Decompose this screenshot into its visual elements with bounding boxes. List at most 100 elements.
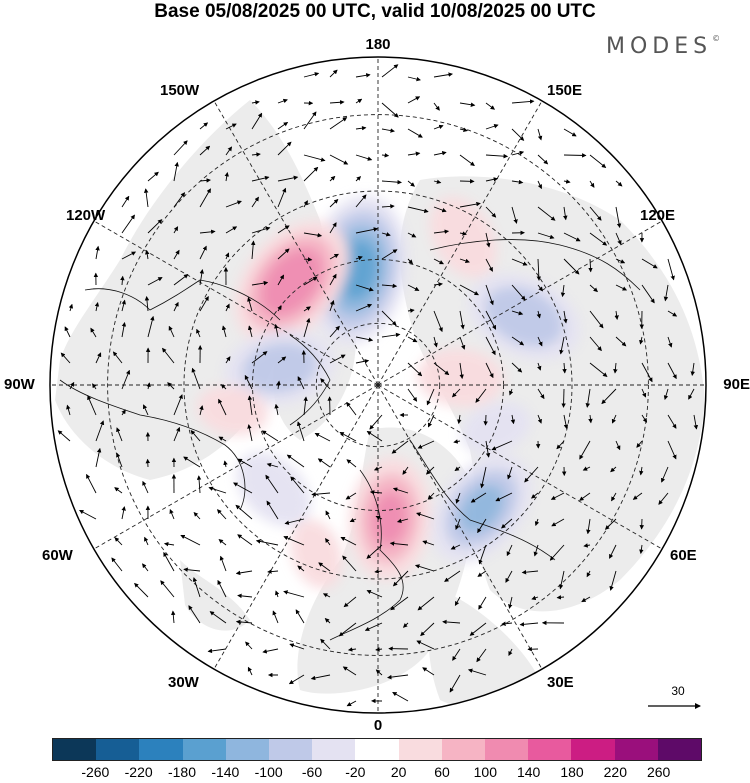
wind-vector (579, 440, 591, 460)
wind-vector (277, 175, 299, 182)
wind-vector (169, 509, 175, 520)
wind-vector (511, 258, 528, 266)
wind-vector (563, 310, 568, 324)
wind-vector (190, 430, 201, 442)
map-border (49, 56, 707, 714)
wind-vector (147, 277, 163, 286)
wind-vector (296, 421, 305, 442)
wind-vector (192, 577, 201, 598)
meridian-line (93, 384, 379, 550)
wind-vector (641, 284, 655, 304)
meridian-line (377, 100, 543, 386)
wind-vector (459, 201, 481, 208)
wind-vector (283, 590, 305, 598)
wind-vector (320, 638, 331, 650)
wind-vector (459, 231, 467, 236)
wind-vector (583, 543, 591, 548)
wind-vector (433, 150, 447, 156)
wind-vector (167, 382, 175, 390)
wind-vector (636, 440, 643, 448)
wind-vector (199, 178, 211, 183)
wind-vector (311, 492, 331, 497)
wind-vector (237, 458, 253, 468)
wind-vector (510, 414, 516, 425)
wind-vector (667, 336, 673, 348)
wind-vector (537, 284, 543, 292)
wind-vector (266, 462, 279, 468)
wind-vector (501, 621, 513, 626)
wind-vector (407, 128, 423, 138)
wind-vector (459, 258, 470, 264)
wind-vector (585, 388, 591, 408)
wind-vector (433, 362, 450, 376)
wind-vector (162, 347, 175, 364)
land-mass (180, 560, 250, 631)
wind-vector (511, 150, 525, 156)
wind-vector (511, 206, 518, 224)
wind-vector (453, 439, 461, 444)
wind-vector (485, 258, 493, 272)
colorbar-swatch (657, 739, 702, 760)
wind-vector (173, 249, 180, 260)
wind-vector (355, 98, 363, 104)
wind-vector (199, 405, 204, 416)
wind-vector (444, 570, 461, 582)
wind-vector (491, 440, 513, 451)
wind-vector (303, 257, 313, 262)
wind-vector (199, 229, 216, 235)
colorbar-tick-label: 220 (603, 764, 628, 780)
wind-vector (615, 336, 627, 347)
wind-vector (355, 359, 370, 364)
colorbar-tick-label: -180 (167, 764, 197, 780)
wind-vector (457, 414, 462, 425)
wind-vector (589, 310, 604, 329)
wind-vector (219, 555, 227, 572)
wind-vector (247, 395, 253, 416)
colorbar-tick-label: 60 (434, 764, 450, 780)
wind-vector (589, 154, 607, 168)
wind-vector (615, 232, 622, 245)
wind-vector (381, 153, 390, 158)
wind-vector (251, 175, 270, 182)
wind-vector (511, 99, 535, 104)
wind-vector (381, 204, 395, 209)
wind-vector (609, 544, 617, 559)
wind-vector (475, 388, 487, 403)
wind-vector (277, 305, 282, 312)
wind-vector (667, 362, 677, 380)
wind-vector (407, 76, 421, 82)
colorbar-tick-label: 180 (560, 764, 584, 780)
wind-vector (667, 440, 677, 460)
wind-vector (144, 249, 150, 260)
colorbar-swatch (312, 739, 356, 760)
wind-vector (144, 295, 150, 312)
modes-logo: MODES© (606, 34, 720, 59)
wind-vector (216, 509, 227, 520)
wind-vector (485, 153, 509, 159)
wind-vector (563, 153, 587, 158)
wind-vector (329, 299, 335, 312)
wind-vector (345, 492, 357, 500)
wind-vector (589, 336, 602, 352)
wind-vector (381, 179, 402, 185)
wind-vector (433, 310, 443, 333)
wind-vector (343, 596, 357, 608)
wind-vector (454, 466, 461, 472)
wind-vector (433, 336, 438, 348)
wind-vector (173, 301, 179, 312)
wind-vector (369, 414, 383, 430)
wind-vector (225, 226, 238, 234)
wind-vector (459, 336, 466, 350)
wind-vector (611, 492, 617, 502)
wind-vector (207, 648, 227, 654)
wind-vector (160, 580, 175, 598)
wind-vector (173, 226, 179, 234)
wind-vector (217, 579, 227, 598)
wind-vector (390, 596, 409, 611)
wind-vector (667, 258, 675, 281)
lon-label-30e: 30E (547, 674, 574, 691)
wind-vector (251, 100, 260, 105)
wind-vector (459, 102, 476, 107)
wind-vector (87, 395, 97, 416)
wind-vector (111, 557, 123, 572)
